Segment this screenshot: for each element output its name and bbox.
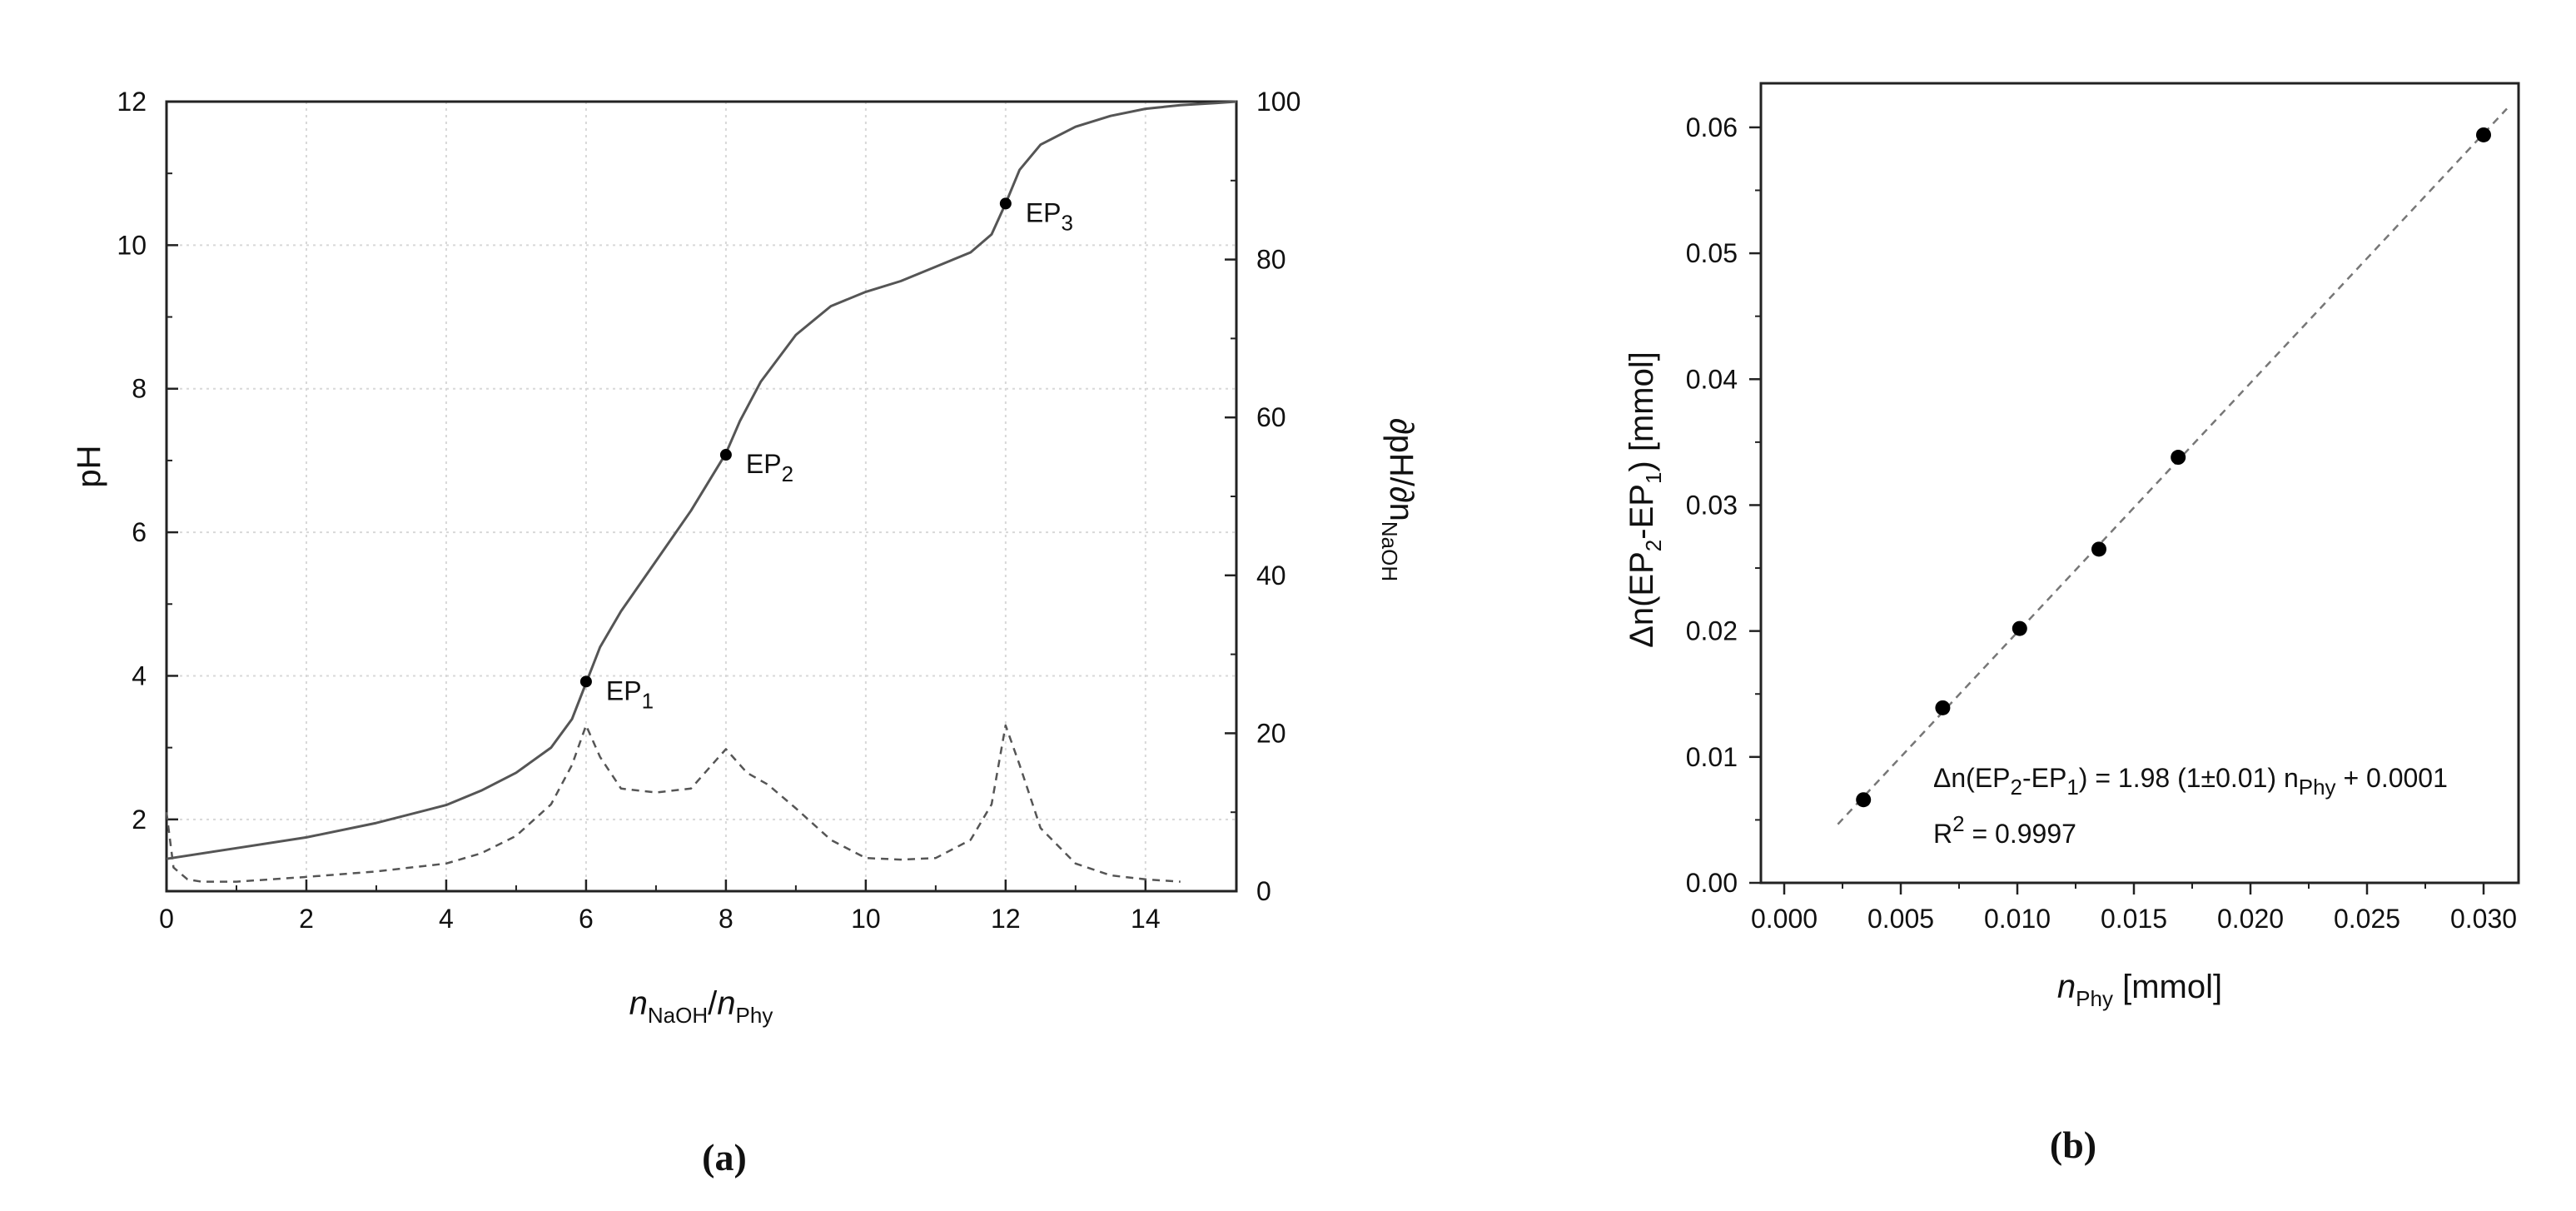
chart-b-x-tick-label: 0.005: [1867, 904, 1934, 934]
chart-b-data-point: [2012, 620, 2027, 636]
chart-a-y2-tick-label: 80: [1256, 245, 1286, 275]
chart-b-data-point: [2091, 541, 2106, 557]
chart-a-x-tick-label: 4: [439, 904, 454, 934]
chart-a-x-tick-label: 10: [851, 904, 881, 934]
chart-a-ph-curve: [166, 100, 1237, 860]
chart-b-y-tick-label: 0.02: [1686, 616, 1738, 646]
chart-a-equivalence-point: [719, 449, 732, 461]
chart-a-x-tick-label: 8: [719, 904, 734, 934]
chart-a-y2-ticks: 0 20 40 60 80 100: [1225, 87, 1300, 906]
chart-b-data-point: [1856, 792, 1872, 808]
chart-b-x-tick-label: 0.010: [1984, 904, 2051, 934]
chart-a-y2-tick-label: 100: [1256, 87, 1300, 117]
chart-a-y-tick-label: 10: [117, 230, 147, 260]
chart-b-data-point: [2476, 127, 2491, 142]
chart-b-fit: [1837, 107, 2508, 825]
chart-b-y-tick-label: 0.03: [1686, 490, 1738, 520]
chart-a-equivalence-label: EP1: [606, 675, 654, 713]
chart-b-y-tick-label: 0.05: [1686, 238, 1738, 268]
chart-b-y-ticks: 0.00 0.01 0.02 0.03 0.04 0.05 0.06: [1686, 112, 1761, 898]
chart-a-x-axis-label: nNaOH/nPhy: [629, 985, 773, 1028]
chart-a-y2-tick-label: 0: [1256, 876, 1271, 906]
chart-a: 0 2 4 6 8 10 12 14 2 4 6 8 10 12 0 20 40 60 80 100 EP1 EP2…: [71, 87, 1420, 1179]
chart-b-equation: Δn(EP2-EP1) = 1.98 (1±0.01) nPhy + 0.000…: [1933, 763, 2448, 800]
chart-a-x-tick-label: 6: [579, 904, 594, 934]
chart-a-x-tick-label: 2: [299, 904, 314, 934]
chart-b-points: [1856, 127, 2491, 808]
chart-a-series: [165, 100, 1237, 883]
chart-a-x-tick-label: 0: [159, 904, 174, 934]
chart-a-y-axis-label: pH: [71, 445, 107, 487]
chart-a-y-tick-label: 8: [132, 374, 147, 404]
chart-a-plot-frame: [165, 100, 1238, 893]
chart-a-y-tick-label: 2: [132, 805, 147, 835]
chart-b-fit-line: [1837, 107, 2508, 825]
chart-b-x-axis-label: nPhy [mmol]: [2057, 969, 2222, 1011]
chart-b-panel-label: (b): [2050, 1124, 2096, 1166]
chart-a-points: EP1 EP2 EP3: [579, 197, 1073, 713]
chart-b-x-tick-label: 0.015: [2101, 904, 2167, 934]
chart-a-x-ticks: 0 2 4 6 8 10 12 14: [159, 880, 1161, 934]
chart-a-y-tick-label: 12: [117, 87, 147, 117]
chart-b-x-tick-label: 0.020: [2217, 904, 2284, 934]
chart-a-y-ticks: 2 4 6 8 10 12: [117, 87, 178, 892]
chart-b-x-ticks: 0.000 0.005 0.010 0.015 0.020 0.025 0.030: [1751, 883, 2517, 934]
chart-b-x-tick-label: 0.000: [1751, 904, 1818, 934]
chart-a-y2-tick-label: 60: [1256, 402, 1286, 432]
chart-a-x-tick-label: 14: [1131, 904, 1161, 934]
chart-a-y-tick-label: 4: [132, 660, 147, 690]
chart-a-derivative-line: [165, 724, 1181, 883]
chart-a-equivalence-label: EP3: [1026, 197, 1073, 235]
chart-b-data-point: [1935, 700, 1951, 715]
chart-a-y2-axis-label: ∂pH/∂nNaOH: [1377, 418, 1420, 581]
chart-b-data-point: [2171, 450, 2186, 466]
chart-a-y2-tick-label: 40: [1256, 561, 1286, 591]
chart-a-x-tick-label: 12: [991, 904, 1021, 934]
chart-b-y-tick-label: 0.00: [1686, 868, 1738, 898]
chart-b-x-tick-label: 0.025: [2334, 904, 2400, 934]
chart-a-grid: [166, 101, 1236, 891]
chart-b: 0.000 0.005 0.010 0.015 0.020 0.025 0.030 0.00…: [1624, 82, 2520, 1166]
chart-a-equivalence-point: [579, 675, 592, 688]
chart-b-plot-frame: [1759, 82, 2520, 885]
chart-b-r-squared: R2 = 0.9997: [1933, 811, 2076, 849]
chart-b-x-tick-label: 0.030: [2450, 904, 2517, 934]
chart-b-y-tick-label: 0.06: [1686, 112, 1738, 142]
chart-a-y2-tick-label: 20: [1256, 718, 1286, 748]
chart-b-y-tick-label: 0.01: [1686, 742, 1738, 772]
chart-a-y-tick-label: 6: [132, 517, 147, 547]
chart-b-y-tick-label: 0.04: [1686, 364, 1738, 394]
chart-b-y-axis-label: Δn(EP2-EP1) [mmol]: [1624, 351, 1666, 648]
chart-a-equivalence-label: EP2: [746, 449, 793, 486]
chart-a-panel-label: (a): [702, 1136, 747, 1179]
chart-a-equivalence-point: [999, 197, 1012, 210]
